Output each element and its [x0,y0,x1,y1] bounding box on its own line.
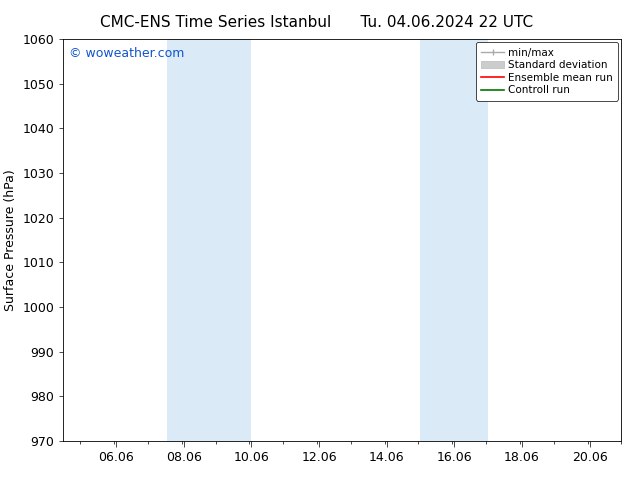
Bar [420,39,488,441]
Text: CMC-ENS Time Series Istanbul      Tu. 04.06.2024 22 UTC: CMC-ENS Time Series Istanbul Tu. 04.06.2… [100,15,534,30]
Bar [167,39,252,441]
Y-axis label: Surface Pressure (hPa): Surface Pressure (hPa) [4,169,17,311]
Legend: min/max, Standard deviation, Ensemble mean run, Controll run: min/max, Standard deviation, Ensemble me… [476,42,618,100]
Text: © woweather.com: © woweather.com [69,47,184,60]
